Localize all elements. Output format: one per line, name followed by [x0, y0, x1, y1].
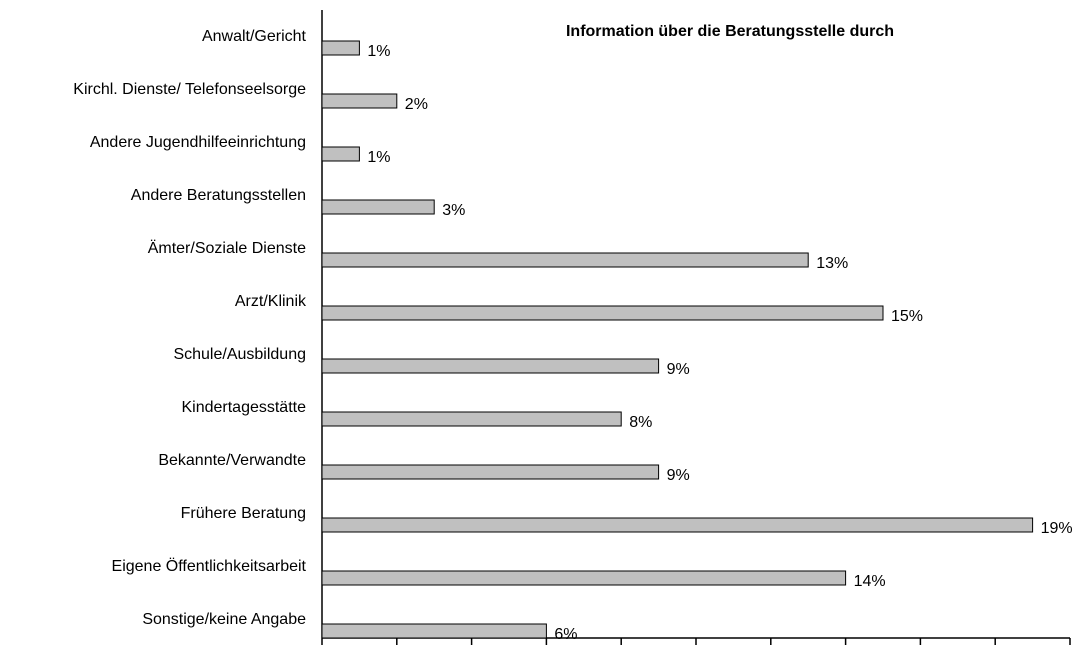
chart-title: Information über die Beratungsstelle dur… [566, 23, 894, 40]
category-label: Schule/Ausbildung [173, 346, 306, 363]
bar [321, 305, 884, 321]
category-label: Ämter/Soziale Dienste [148, 239, 306, 257]
value-label: 6% [554, 626, 577, 643]
category-label: Bekannte/Verwandte [158, 452, 306, 469]
bar [321, 358, 660, 374]
value-label: 1% [367, 43, 390, 60]
bar [321, 40, 360, 56]
category-label: Andere Jugendhilfeeinrichtung [90, 134, 306, 151]
bar [321, 411, 622, 427]
category-label: Sonstige/keine Angabe [142, 611, 306, 628]
value-label: 15% [891, 308, 923, 325]
value-label: 8% [629, 414, 652, 431]
value-label: 2% [405, 96, 428, 113]
bar [321, 464, 660, 480]
value-label: 1% [367, 149, 390, 166]
bar [321, 252, 809, 268]
bar [321, 570, 847, 586]
bar [321, 623, 547, 639]
value-label: 13% [816, 255, 848, 272]
value-label: 14% [854, 573, 886, 590]
category-label: Kirchl. Dienste/ Telefonseelsorge [73, 81, 306, 98]
bar [321, 517, 1034, 533]
category-label: Eigene Öffentlichkeitsarbeit [112, 557, 307, 575]
category-label: Anwalt/Gericht [202, 28, 307, 45]
category-label: Frühere Beratung [181, 505, 306, 522]
category-label: Kindertagesstätte [181, 399, 306, 416]
category-label: Andere Beratungsstellen [131, 187, 306, 204]
value-label: 19% [1041, 520, 1073, 537]
value-label: 9% [667, 467, 690, 484]
bar [321, 199, 435, 215]
bar [321, 93, 398, 109]
category-label: Arzt/Klinik [235, 293, 307, 310]
bar [321, 146, 360, 162]
value-label: 9% [667, 361, 690, 378]
value-label: 3% [442, 202, 465, 219]
